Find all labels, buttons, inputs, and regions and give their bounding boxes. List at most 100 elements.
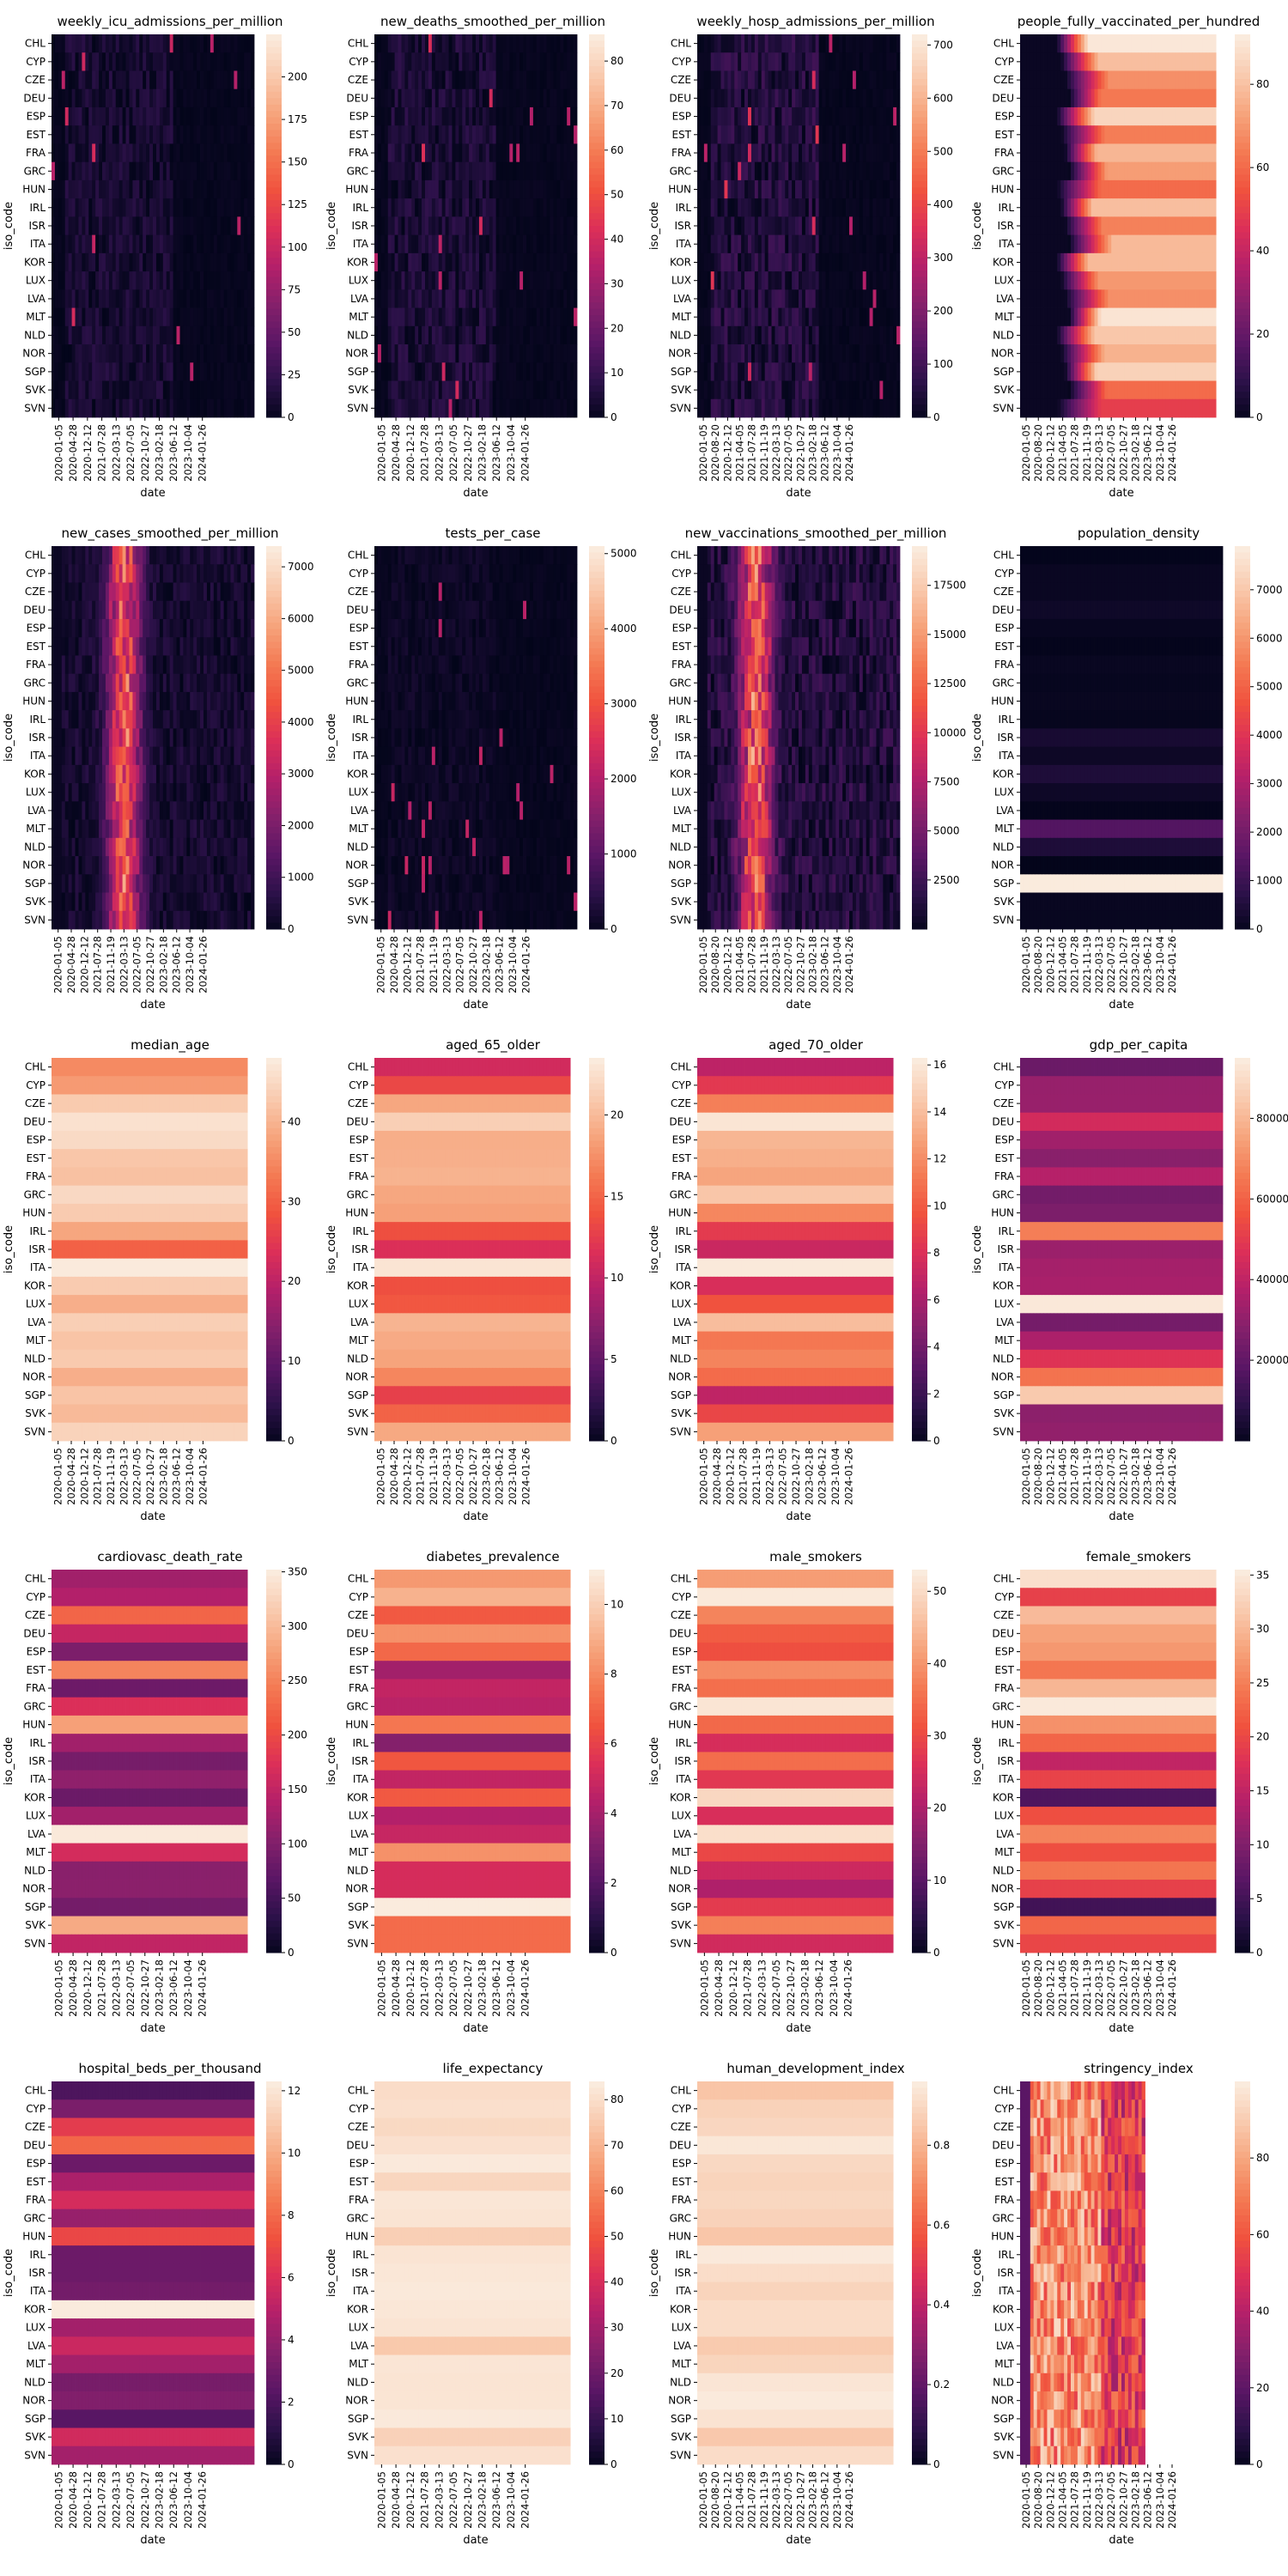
- heatmap-cell: [890, 307, 894, 327]
- heatmap-cell: [839, 289, 843, 308]
- colorbar-segment: [266, 321, 282, 329]
- heatmap-cell: [129, 106, 133, 126]
- heatmap-cell: [441, 325, 446, 345]
- heatmap-cell: [846, 52, 850, 71]
- heatmap-cell: [710, 307, 715, 327]
- colorbar-segment: [266, 193, 282, 201]
- heatmap-cell: [502, 70, 507, 90]
- heatmap-cell: [115, 34, 120, 53]
- heatmap-cell: [438, 179, 443, 199]
- heatmap-cell: [216, 289, 222, 308]
- heatmap-cell: [485, 198, 490, 217]
- heatmap-cell: [529, 88, 534, 108]
- heatmap-cell: [703, 34, 708, 53]
- heatmap-cell: [536, 307, 541, 327]
- heatmap-cell: [227, 344, 231, 363]
- heatmap-cell: [764, 398, 769, 418]
- heatmap-cell: [478, 271, 483, 290]
- heatmap-cell: [1054, 179, 1058, 199]
- heatmap-cell: [862, 125, 867, 144]
- heatmap-cell: [1026, 198, 1031, 217]
- heatmap-cell: [1127, 179, 1133, 199]
- heatmap-cell: [808, 398, 813, 418]
- heatmap-cell: [102, 271, 106, 290]
- heatmap-cell: [859, 125, 864, 144]
- heatmap-cell: [149, 106, 154, 126]
- heatmap-cell: [842, 307, 847, 327]
- heatmap-cell: [1050, 125, 1054, 144]
- heatmap-cell: [1165, 252, 1170, 272]
- heatmap-cell: [384, 216, 389, 236]
- heatmap-cell: [536, 252, 541, 272]
- heatmap-cell: [717, 234, 721, 254]
- heatmap-cell: [761, 161, 766, 181]
- heatmap-cell: [710, 88, 715, 108]
- heatmap-cell: [697, 380, 702, 400]
- heatmap-cell: [1172, 198, 1176, 217]
- heatmap-cell: [492, 307, 496, 327]
- heatmap-cell: [425, 70, 429, 90]
- heatmap-cell: [99, 143, 103, 163]
- heatmap-cell: [139, 325, 143, 345]
- heatmap-cell: [237, 362, 241, 381]
- heatmap-cell: [852, 52, 857, 71]
- heatmap-cell: [811, 106, 817, 126]
- heatmap-cell: [536, 34, 541, 53]
- colorbar-segment: [589, 276, 605, 284]
- heatmap-cell: [61, 198, 66, 217]
- heatmap-cell: [785, 362, 789, 381]
- heatmap-cell: [829, 289, 833, 308]
- heatmap-cell: [455, 106, 459, 126]
- heatmap-cell: [852, 34, 857, 53]
- heatmap-cell: [377, 70, 382, 90]
- heatmap-cell: [210, 161, 215, 181]
- heatmap-cell: [1080, 252, 1085, 272]
- heatmap-cell: [734, 198, 738, 217]
- heatmap-cell: [136, 289, 140, 308]
- heatmap-cell: [1036, 88, 1041, 108]
- heatmap-cell: [560, 344, 564, 363]
- heatmap-cell: [240, 271, 245, 290]
- heatmap-cell: [193, 307, 197, 327]
- heatmap-cell: [509, 52, 513, 71]
- heatmap-cell: [1071, 125, 1075, 144]
- colorbar-segment: [912, 327, 927, 335]
- heatmap-cell: [411, 70, 416, 90]
- heatmap-cell: [102, 161, 106, 181]
- heatmap-cell: [738, 398, 742, 418]
- heatmap-cell: [720, 161, 725, 181]
- heatmap-cell: [546, 234, 550, 254]
- heatmap-cell: [543, 216, 547, 236]
- heatmap-cell: [206, 106, 211, 126]
- heatmap-cell: [846, 88, 850, 108]
- heatmap-cell: [825, 125, 829, 144]
- colorbar-segment: [589, 392, 605, 399]
- heatmap-cell: [162, 198, 167, 217]
- heatmap-cell: [879, 34, 884, 53]
- heatmap-cell: [438, 362, 443, 381]
- heatmap-cell: [536, 70, 541, 90]
- heatmap-cell: [374, 325, 379, 345]
- heatmap-cell: [553, 143, 557, 163]
- colorbar-segment: [912, 200, 927, 208]
- heatmap-cell: [1162, 234, 1166, 254]
- heatmap-cell: [550, 198, 554, 217]
- x-tick-label: 2020-04-28: [67, 424, 79, 482]
- heatmap-cell: [825, 362, 829, 381]
- heatmap-cell: [1071, 106, 1075, 126]
- heatmap-cell: [513, 125, 517, 144]
- heatmap-cell: [146, 234, 150, 254]
- heatmap-cell: [720, 398, 725, 418]
- heatmap-cell: [495, 325, 500, 345]
- heatmap-cell: [546, 70, 550, 90]
- heatmap-cell: [384, 307, 389, 327]
- heatmap-cell: [532, 88, 538, 108]
- heatmap-cell: [852, 325, 857, 345]
- heatmap-cell: [744, 252, 749, 272]
- heatmap-cell: [485, 234, 490, 254]
- heatmap-cell: [149, 52, 154, 71]
- heatmap-cell: [230, 52, 234, 71]
- heatmap-cell: [1073, 125, 1078, 144]
- heatmap-cell: [54, 179, 59, 199]
- heatmap-cell: [139, 362, 143, 381]
